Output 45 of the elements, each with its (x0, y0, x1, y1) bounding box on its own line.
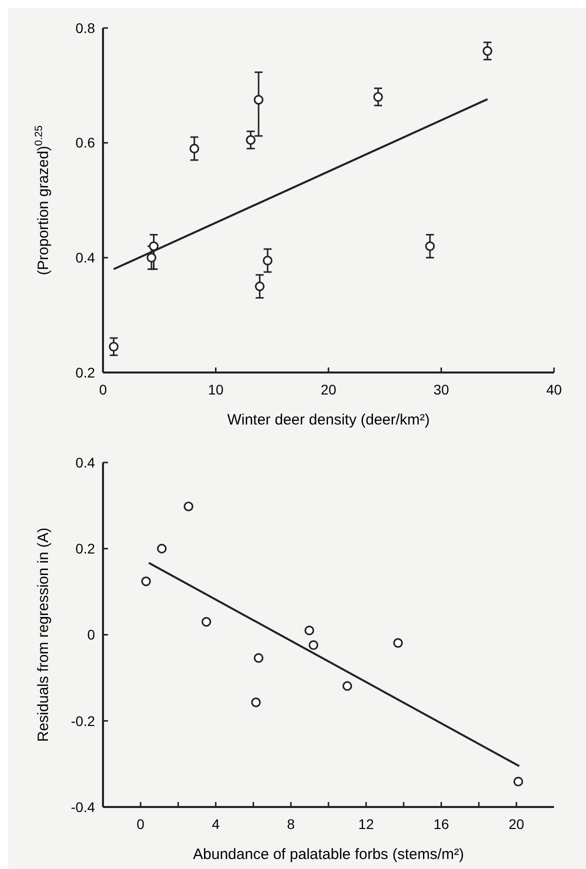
point (308, 640, 318, 650)
x-axis-title: Winter deer density (deer/km²) (227, 412, 430, 428)
point (148, 241, 159, 252)
point (482, 46, 492, 56)
point (108, 342, 119, 352)
y-tick-label: 0.2 (76, 540, 96, 557)
point (254, 94, 264, 105)
point (146, 252, 156, 262)
x-tick-label: 0 (99, 382, 108, 398)
x-tick-label: 8 (287, 816, 296, 832)
point (202, 617, 212, 627)
point (184, 502, 194, 512)
y-tick-label: -0.2 (70, 712, 96, 729)
point (425, 241, 435, 252)
point (262, 256, 272, 266)
x-axis-title: Abundance of palatable forbs (stems/m²) (193, 846, 464, 863)
y-tick-label: 0.4 (76, 250, 96, 266)
y-axis-title: Residuals from regression in (A) (35, 528, 52, 742)
x-tick-label: 12 (358, 816, 374, 832)
y-tick-label: 0.2 (76, 364, 96, 380)
point (141, 576, 151, 586)
point (254, 282, 265, 292)
x-tick-label: 30 (433, 382, 450, 398)
x-tick-label: 40 (546, 382, 562, 398)
point (513, 776, 524, 786)
x-tick-label: 20 (508, 816, 524, 832)
point (254, 653, 264, 663)
y-tick-label: -0.4 (70, 798, 96, 815)
x-tick-label: 0 (136, 816, 145, 832)
point (189, 144, 200, 154)
point (246, 135, 256, 145)
point (304, 626, 314, 636)
y-tick-label: 0 (87, 626, 96, 643)
x-tick-label: 20 (320, 382, 336, 398)
x-tick-label: 16 (433, 816, 450, 832)
point (393, 638, 403, 648)
y-tick-label: 0.8 (76, 20, 96, 36)
y-tick-label: 0.6 (76, 134, 96, 151)
point (251, 698, 261, 708)
point (373, 92, 383, 102)
y-tick-label: 0.4 (76, 454, 96, 470)
x-tick-label: 4 (212, 816, 220, 832)
point (342, 681, 352, 691)
point (156, 544, 167, 554)
x-tick-label: 10 (208, 382, 224, 398)
